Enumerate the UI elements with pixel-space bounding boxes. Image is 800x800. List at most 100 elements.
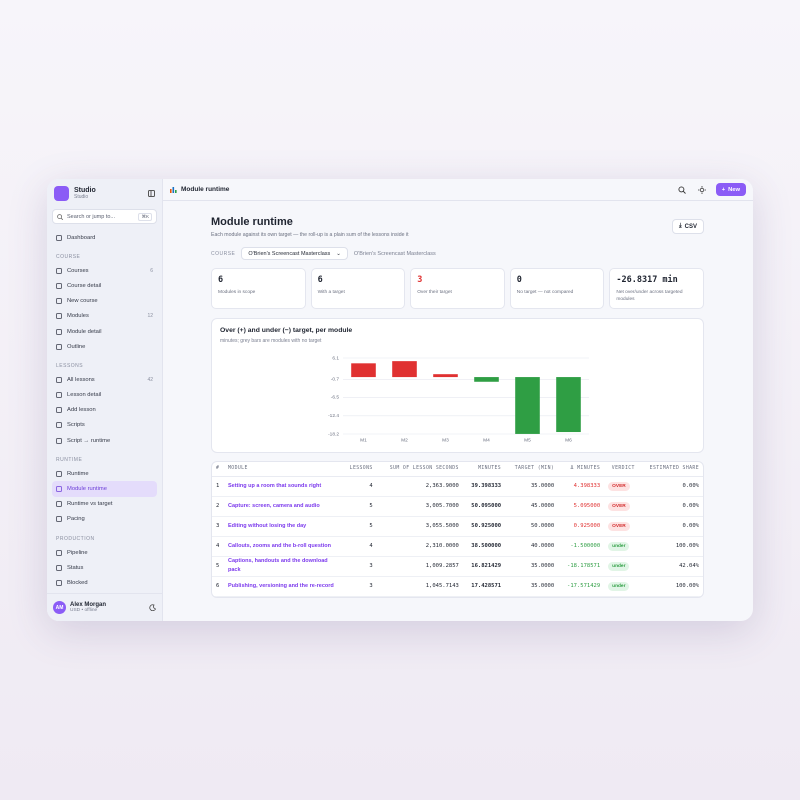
nav-label: Runtime vs target bbox=[67, 501, 113, 508]
cell: 4.398333 bbox=[558, 476, 605, 497]
nav-label: Outline bbox=[67, 343, 86, 350]
nav-badge: 6 bbox=[150, 267, 153, 274]
column-header: ESTIMATED SHARE bbox=[638, 462, 703, 477]
download-icon: ⤓ bbox=[679, 223, 682, 229]
main: Module runtime + New Module runtime Each … bbox=[163, 179, 753, 621]
nav-item[interactable]: Script → runtime bbox=[52, 433, 157, 448]
nav-label: Module runtime bbox=[67, 486, 107, 493]
module-link[interactable]: Setting up a room that sounds right bbox=[224, 476, 342, 497]
column-header: SUM OF LESSON SECONDS bbox=[376, 462, 463, 477]
cell: 17.428571 bbox=[462, 576, 506, 597]
nav-icon bbox=[56, 392, 62, 399]
verdict-badge: under bbox=[608, 581, 630, 591]
theme-toggle[interactable] bbox=[149, 604, 156, 611]
nav-item[interactable]: Module runtime bbox=[52, 481, 157, 497]
nav-icon bbox=[56, 549, 62, 556]
y-tick-label: 6.1 bbox=[332, 355, 339, 361]
table-row[interactable]: 4 Callouts, zooms and the b-roll question… bbox=[212, 536, 703, 557]
table-row[interactable]: 3 Editing without losing the day 5 3,055.50… bbox=[212, 516, 703, 537]
nav-icon bbox=[56, 282, 62, 289]
search-box[interactable]: Search or jump to... ⌘K bbox=[52, 209, 157, 224]
cell: 2 bbox=[212, 496, 224, 517]
nav-item[interactable]: Pacing bbox=[52, 512, 157, 527]
course-name: O'Brien's Screencast Masterclass bbox=[353, 250, 436, 257]
verdict-badge: under bbox=[608, 561, 630, 571]
nav-item[interactable]: Pipeline bbox=[52, 545, 157, 560]
nav-item[interactable]: Runtime bbox=[52, 466, 157, 481]
nav-item[interactable]: Runtime vs target bbox=[52, 497, 157, 512]
search-placeholder: Search or jump to... bbox=[67, 213, 115, 220]
cell: 4 bbox=[212, 536, 224, 557]
cell: -17.571429 bbox=[558, 576, 605, 597]
x-tick-label: M3 bbox=[442, 437, 449, 443]
chart-subtitle: minutes; grey bars are modules with no t… bbox=[220, 338, 322, 344]
cell: 50.0000 bbox=[505, 516, 559, 537]
stat-card: 6 With a target bbox=[310, 268, 406, 309]
module-link[interactable]: Capture: screen, camera and audio bbox=[224, 496, 342, 517]
nav-item[interactable]: Status bbox=[52, 560, 157, 575]
user-name: Alex Morgan bbox=[70, 602, 107, 608]
csv-label: CSV bbox=[684, 223, 697, 230]
theme-button[interactable] bbox=[697, 185, 706, 194]
nav-section-title: PRODUCTION bbox=[56, 536, 95, 542]
table-body: 1 Setting up a room that sounds right 4 2,3… bbox=[212, 476, 703, 597]
cell: 0.00% bbox=[638, 476, 703, 497]
stat-value: 6 bbox=[317, 275, 323, 285]
nav-item[interactable]: Courses 6 bbox=[52, 263, 157, 278]
logo bbox=[54, 186, 69, 201]
column-header: LESSONS bbox=[342, 462, 377, 477]
cell: 4 bbox=[342, 476, 377, 497]
cell: 3,055.5000 bbox=[376, 516, 463, 537]
table-card: # MODULE LESSONS SUM OF LESSON SECONDS MINUT… bbox=[211, 461, 704, 598]
table-row[interactable]: 1 Setting up a room that sounds right 4 2,3… bbox=[212, 476, 703, 497]
new-button[interactable]: + New bbox=[715, 183, 746, 196]
nav-item[interactable]: Scripts bbox=[52, 418, 157, 433]
nav-item[interactable]: All lessons 42 bbox=[52, 372, 157, 387]
table-row[interactable]: 6 Publishing, versioning and the re-recor… bbox=[212, 576, 703, 597]
nav-item[interactable]: Course detail bbox=[52, 278, 157, 293]
search-button[interactable] bbox=[678, 185, 686, 194]
cell: 42.04% bbox=[638, 556, 703, 577]
nav-item[interactable]: Module detail bbox=[52, 324, 157, 339]
user-panel: AM Alex Morgan USD • offline bbox=[47, 593, 162, 621]
nav-item[interactable]: Lesson detail bbox=[52, 388, 157, 403]
nav-item[interactable]: New course bbox=[52, 294, 157, 309]
column-header: VERDICT bbox=[604, 462, 639, 477]
cell: -18.178571 bbox=[558, 556, 605, 577]
collapse-icon[interactable] bbox=[148, 190, 155, 197]
nav-label: Script → runtime bbox=[67, 437, 111, 444]
module-link[interactable]: Callouts, zooms and the b-roll question bbox=[224, 536, 342, 557]
csv-button[interactable]: ⤓ CSV bbox=[672, 219, 704, 234]
page-subtitle: Each module against its own target — the… bbox=[211, 232, 409, 238]
table-row[interactable]: 5 Captions, handouts and the download pac… bbox=[212, 556, 703, 577]
table: # MODULE LESSONS SUM OF LESSON SECONDS MINUT… bbox=[212, 462, 703, 597]
cell: -1.500000 bbox=[558, 536, 605, 557]
module-link[interactable]: Captions, handouts and the download pack bbox=[224, 556, 342, 577]
cell: 35.0000 bbox=[505, 476, 559, 497]
nav-icon bbox=[56, 343, 62, 350]
cell: 35.0000 bbox=[505, 556, 559, 577]
nav-badge: 12 bbox=[147, 313, 153, 320]
module-link[interactable]: Editing without losing the day bbox=[224, 516, 342, 537]
nav-section-title: LESSONS bbox=[56, 363, 84, 370]
bar bbox=[392, 361, 417, 378]
user-status: USD • offline bbox=[70, 608, 98, 613]
nav-item[interactable]: Add lesson bbox=[52, 403, 157, 418]
chart: 6.1 -0.7 -6.5 -12.4 -18.2 M1 M2 M3 M4 M5 M6 bbox=[328, 355, 589, 443]
sidebar: Studio Studio Search or jump to... ⌘K Das… bbox=[47, 179, 163, 621]
nav-item[interactable]: Blocked bbox=[52, 575, 157, 590]
nav-item[interactable]: Outline bbox=[52, 339, 157, 354]
workspace: Studio bbox=[74, 194, 89, 200]
nav-label: Pipeline bbox=[67, 549, 88, 556]
module-link[interactable]: Publishing, versioning and the re-record bbox=[224, 576, 342, 597]
nav-item[interactable]: Dashboard bbox=[52, 230, 157, 245]
chevron: ⌄ bbox=[336, 250, 341, 257]
cell: 0.00% bbox=[638, 516, 703, 537]
course-select[interactable]: O'Brien's Screencast Masterclass ⌄ bbox=[241, 247, 348, 260]
verdict-badge: OVER bbox=[608, 481, 630, 491]
x-tick-label: M6 bbox=[565, 437, 572, 443]
table-row[interactable]: 2 Capture: screen, camera and audio 5 3,005… bbox=[212, 496, 703, 517]
nav-item[interactable]: Modules 12 bbox=[52, 309, 157, 324]
